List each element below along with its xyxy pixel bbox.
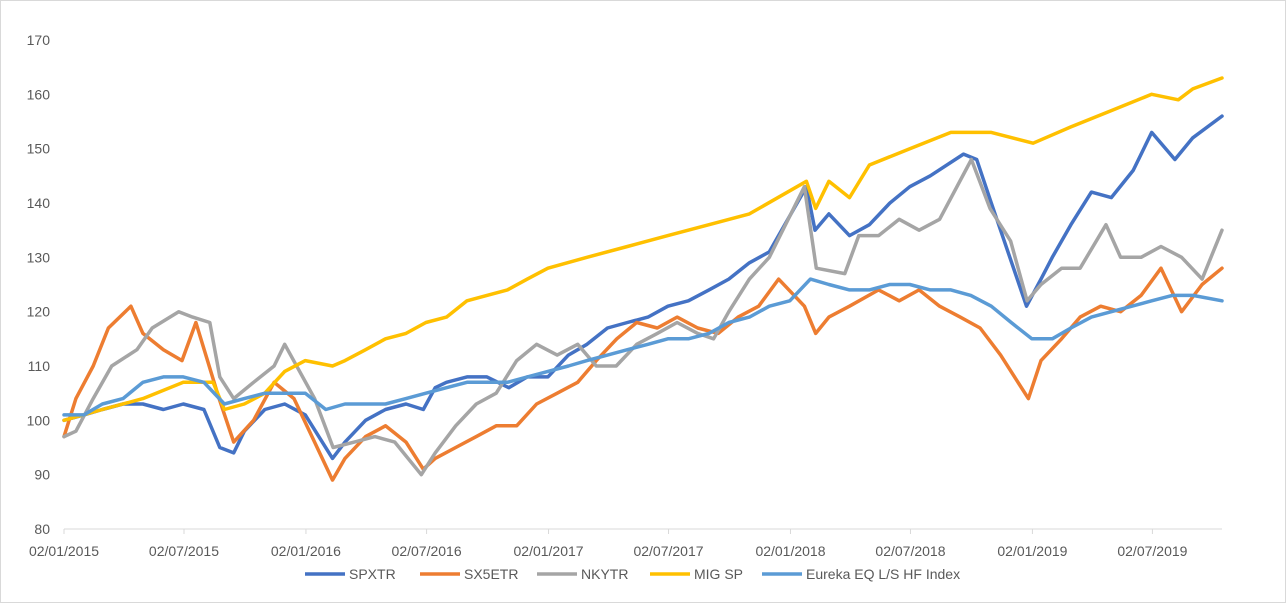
y-tick-label: 160 xyxy=(27,86,51,102)
axes: 80 90 100 110 120 130 140 150 160 170 02/01/2015 02… xyxy=(27,32,1222,559)
y-tick-label: 120 xyxy=(27,304,51,320)
legend-label-mig-sp: MIG SP xyxy=(694,566,743,582)
x-tick-label: 02/01/2017 xyxy=(514,543,584,559)
legend-label-spxtr: SPXTR xyxy=(349,566,396,582)
series-line-sx5etr xyxy=(62,266,1224,482)
series-line-eureka-eq-l-s-hf-index xyxy=(62,277,1224,417)
x-tick-label: 02/07/2017 xyxy=(633,543,703,559)
x-tick-label: 02/07/2019 xyxy=(1117,543,1187,559)
y-tick-label: 130 xyxy=(27,249,51,265)
legend: SPXTR SX5ETR NKYTR MIG SP Eureka EQ L/S HF I… xyxy=(305,566,960,582)
x-tick-label: 02/01/2015 xyxy=(29,543,99,559)
legend-label-nkytr: NKYTR xyxy=(581,566,628,582)
x-tick-label: 02/01/2018 xyxy=(755,543,825,559)
legend-label-eureka-eq-l-s-hf-index: Eureka EQ L/S HF Index xyxy=(806,566,960,582)
series-line-nkytr xyxy=(62,157,1224,477)
x-tick-label: 02/07/2016 xyxy=(392,543,462,559)
legend-label-sx5etr: SX5ETR xyxy=(464,566,518,582)
series-lines xyxy=(62,76,1224,482)
y-tick-label: 150 xyxy=(27,141,51,157)
x-tick-label: 02/01/2019 xyxy=(997,543,1067,559)
y-tick-label: 140 xyxy=(27,195,51,211)
x-tick-label: 02/01/2016 xyxy=(271,543,341,559)
y-tick-label: 110 xyxy=(28,358,51,374)
y-tick-label: 90 xyxy=(34,467,50,483)
y-tick-label: 170 xyxy=(27,32,51,48)
y-tick-label: 100 xyxy=(27,412,51,428)
x-tick-label: 02/07/2015 xyxy=(149,543,219,559)
series-line-mig-sp xyxy=(62,76,1224,423)
x-tick-label: 02/07/2018 xyxy=(875,543,945,559)
y-tick-label: 80 xyxy=(34,521,50,537)
